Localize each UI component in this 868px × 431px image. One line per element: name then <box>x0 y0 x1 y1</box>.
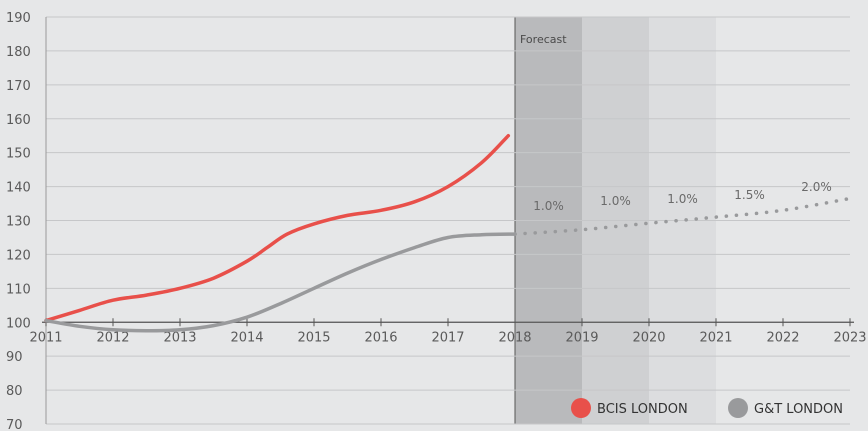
y-tick-label: 190 <box>6 11 31 26</box>
growth-label: 1.5% <box>734 188 765 202</box>
y-tick-label: 180 <box>6 45 31 60</box>
x-tick-label: 2019 <box>565 330 598 345</box>
x-tick-label: 2021 <box>699 330 732 345</box>
y-tick-label: 90 <box>6 350 23 365</box>
y-tick-label: 170 <box>6 79 31 94</box>
forecast-label: Forecast <box>520 33 567 46</box>
x-tick-label: 2012 <box>96 330 129 345</box>
x-tick-label: 2022 <box>766 330 799 345</box>
growth-label: 1.0% <box>533 199 564 213</box>
x-tick-label: 2018 <box>498 330 531 345</box>
y-tick-label: 130 <box>6 215 31 230</box>
gt-london-forecast-line <box>513 196 852 236</box>
x-tick-label: 2014 <box>230 330 263 345</box>
x-tick-label: 2017 <box>431 330 464 345</box>
x-tick-label: 2011 <box>29 330 62 345</box>
x-tick-label: 2023 <box>833 330 866 345</box>
y-tick-label: 70 <box>6 418 23 431</box>
growth-label: 1.0% <box>667 192 698 206</box>
x-tick-label: 2020 <box>632 330 665 345</box>
y-tick-label: 150 <box>6 147 31 162</box>
x-tick-label: 2016 <box>364 330 397 345</box>
growth-label: 2.0% <box>801 180 832 194</box>
legend-swatch <box>728 398 748 418</box>
y-tick-label: 110 <box>6 282 31 297</box>
gt-london-line <box>44 232 517 333</box>
y-tick-label: 120 <box>6 248 31 263</box>
legend-swatch <box>571 398 591 418</box>
growth-label: 1.0% <box>600 194 631 208</box>
legend-label: G&T LONDON <box>754 402 843 417</box>
x-tick-label: 2013 <box>163 330 196 345</box>
y-tick-label: 80 <box>6 384 23 399</box>
x-tick-label: 2015 <box>297 330 330 345</box>
legend-label: BCIS LONDON <box>597 402 688 417</box>
y-tick-label: 160 <box>6 113 31 128</box>
y-tick-label: 100 <box>6 316 31 331</box>
y-tick-label: 140 <box>6 181 31 196</box>
bcis-london-line <box>44 133 511 323</box>
